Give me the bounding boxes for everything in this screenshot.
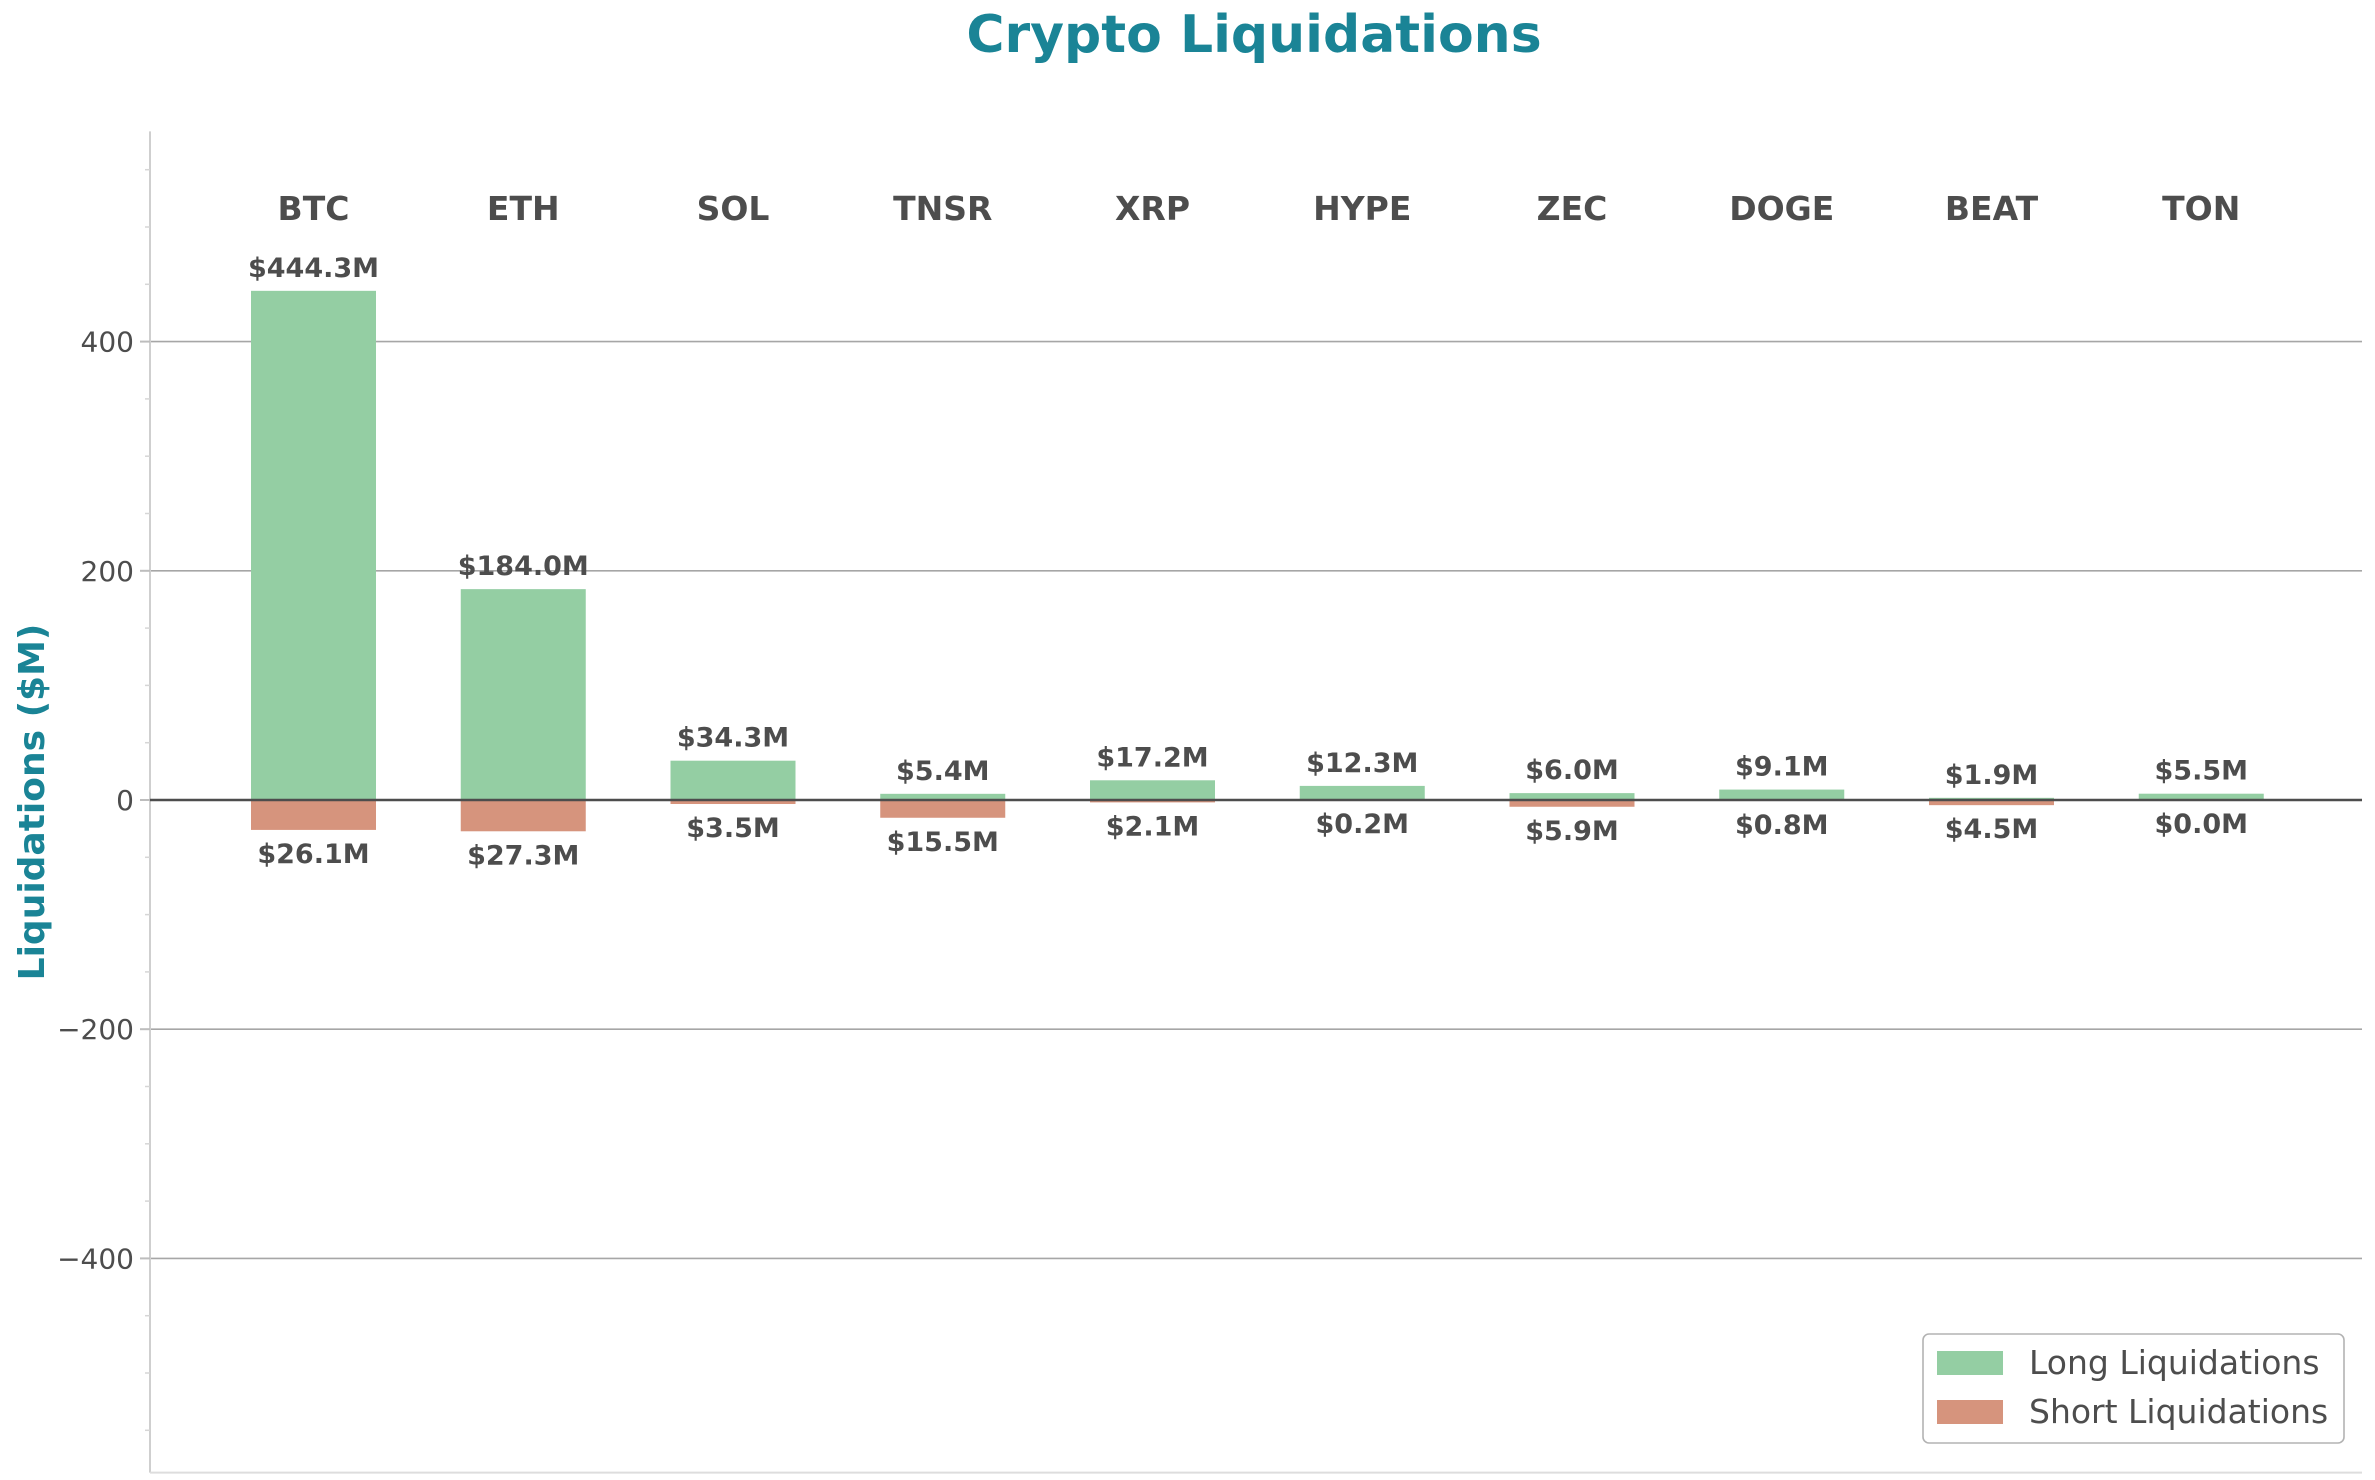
- short-value-label: $15.5M: [887, 827, 999, 858]
- long-bar: [1300, 786, 1425, 800]
- short-value-label: $0.2M: [1316, 809, 1410, 840]
- legend-swatch: [1937, 1351, 2003, 1375]
- short-value-label: $5.9M: [1525, 816, 1619, 847]
- category-label: ZEC: [1537, 189, 1608, 228]
- category-label: DOGE: [1729, 189, 1834, 228]
- category-label: SOL: [697, 189, 770, 228]
- legend-label: Long Liquidations: [2029, 1343, 2320, 1382]
- category-label: TON: [2162, 189, 2240, 228]
- long-value-label: $12.3M: [1306, 748, 1418, 779]
- y-tick-label: 200: [81, 555, 134, 588]
- legend-swatch: [1937, 1400, 2003, 1424]
- y-tick-label: 400: [81, 326, 134, 359]
- legend: Long Liquidations Short Liquidations: [1923, 1334, 2344, 1443]
- category-label: HYPE: [1313, 189, 1411, 228]
- short-bar: [251, 800, 376, 830]
- long-bar: [251, 291, 376, 800]
- long-bar: [1090, 780, 1215, 800]
- y-axis-label: Liquidations ($M): [12, 624, 53, 981]
- y-tick-label: 0: [116, 784, 134, 817]
- short-value-label: $0.8M: [1735, 810, 1829, 841]
- short-value-label: $26.1M: [257, 839, 369, 870]
- short-bar: [880, 800, 1005, 818]
- long-value-label: $1.9M: [1945, 760, 2039, 791]
- long-bar: [671, 761, 796, 800]
- chart-title: Crypto Liquidations: [966, 5, 1541, 65]
- category-label: XRP: [1115, 189, 1190, 228]
- long-value-label: $5.5M: [2155, 756, 2249, 787]
- short-value-label: $27.3M: [467, 840, 579, 871]
- long-value-label: $6.0M: [1525, 755, 1619, 786]
- long-bar: [461, 589, 586, 800]
- short-bar: [461, 800, 586, 831]
- long-bar: [1719, 790, 1844, 800]
- long-value-label: $444.3M: [248, 253, 379, 284]
- long-value-label: $34.3M: [677, 723, 789, 754]
- long-value-label: $17.2M: [1096, 742, 1208, 773]
- short-value-label: $2.1M: [1106, 811, 1200, 842]
- category-label: TNSR: [893, 189, 992, 228]
- y-tick-label: −400: [57, 1242, 134, 1275]
- long-value-label: $184.0M: [458, 551, 589, 582]
- short-value-label: $3.5M: [686, 813, 780, 844]
- category-label: BTC: [278, 189, 350, 228]
- long-value-label: $5.4M: [896, 756, 990, 787]
- y-tick-label: −200: [57, 1013, 134, 1046]
- legend-label: Short Liquidations: [2029, 1392, 2328, 1431]
- long-value-label: $9.1M: [1735, 752, 1829, 783]
- category-label: BEAT: [1945, 189, 2039, 228]
- short-value-label: $4.5M: [1945, 814, 2039, 845]
- short-value-label: $0.0M: [2155, 809, 2249, 840]
- category-label: ETH: [487, 189, 560, 228]
